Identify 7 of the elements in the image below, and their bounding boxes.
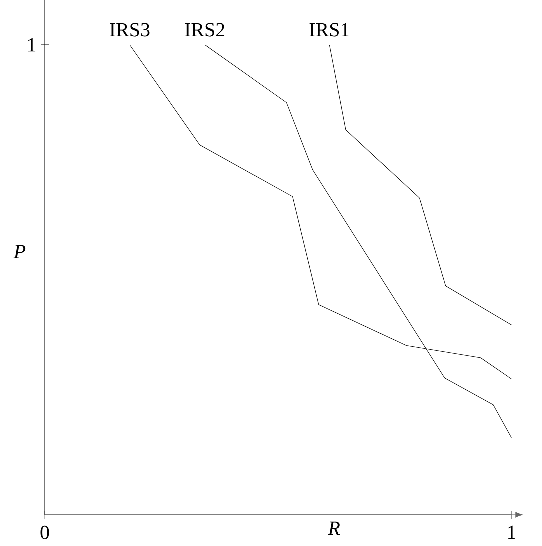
y-axis-title: P [14,245,26,258]
text: 1 [28,38,36,52]
x-axis-title: R [328,522,340,536]
series-label: IRS2 [185,23,225,37]
series-label: IRS3 [110,23,150,37]
x-tick-label: 0 [40,526,50,540]
series-label: IRS1 [310,23,350,37]
